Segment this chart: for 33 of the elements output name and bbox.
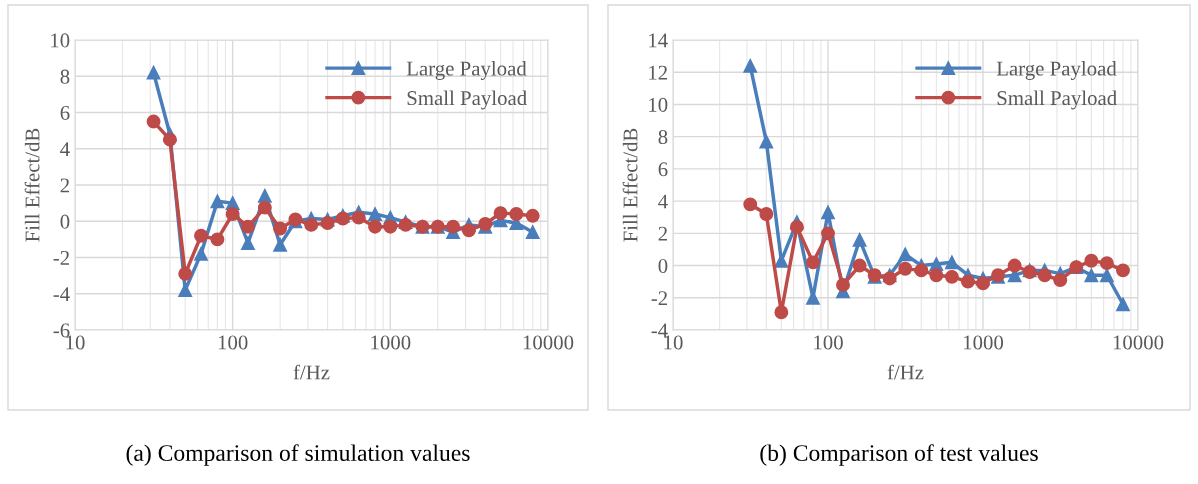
- y-tick-label: 8: [658, 130, 668, 145]
- x-tick-label: 1000: [371, 335, 411, 350]
- legend-label: Small Payload: [407, 90, 527, 110]
- text: (a) Comparison of simulation values: [126, 444, 470, 466]
- y-tick-label: 0: [60, 214, 70, 229]
- x-tick-label: 10000: [1113, 335, 1164, 350]
- y-tick-label: 4: [60, 142, 70, 156]
- y-axis-title: Fill Effect/dB: [622, 128, 638, 242]
- y-tick-label: 4: [658, 194, 668, 209]
- x-axis-title: f/Hz: [293, 364, 330, 380]
- x-axis-title: f/Hz: [887, 364, 924, 380]
- y-tick-label: 6: [60, 105, 70, 120]
- y-tick-label: 14: [649, 33, 668, 48]
- legend-label: Large Payload: [996, 60, 1117, 80]
- y-tick-label: 2: [658, 226, 667, 241]
- y-tick-label: 10: [51, 33, 70, 48]
- y-tick-label: 6: [658, 162, 668, 177]
- y-tick-label: 0: [658, 258, 668, 273]
- y-tick-label: 8: [60, 69, 70, 84]
- text: (b) Comparison of test values: [760, 444, 1038, 466]
- x-tick-label: 10000: [523, 335, 574, 350]
- y-tick-label: 2: [60, 178, 69, 193]
- legend-label: Large Payload: [406, 60, 527, 80]
- y-tick-label: -2: [53, 250, 69, 265]
- legend-label: Small Payload: [997, 90, 1117, 110]
- y-tick-label: 10: [649, 97, 668, 112]
- y-tick-label: 12: [649, 65, 667, 80]
- x-tick-label: 1000: [964, 335, 1004, 350]
- y-tick-label: -2: [651, 291, 667, 306]
- x-tick-label: 100: [218, 335, 248, 350]
- x-tick-label: 100: [814, 335, 843, 350]
- y-axis-title: Fill Effect/dB: [24, 128, 40, 242]
- y-tick-label: -4: [53, 287, 70, 301]
